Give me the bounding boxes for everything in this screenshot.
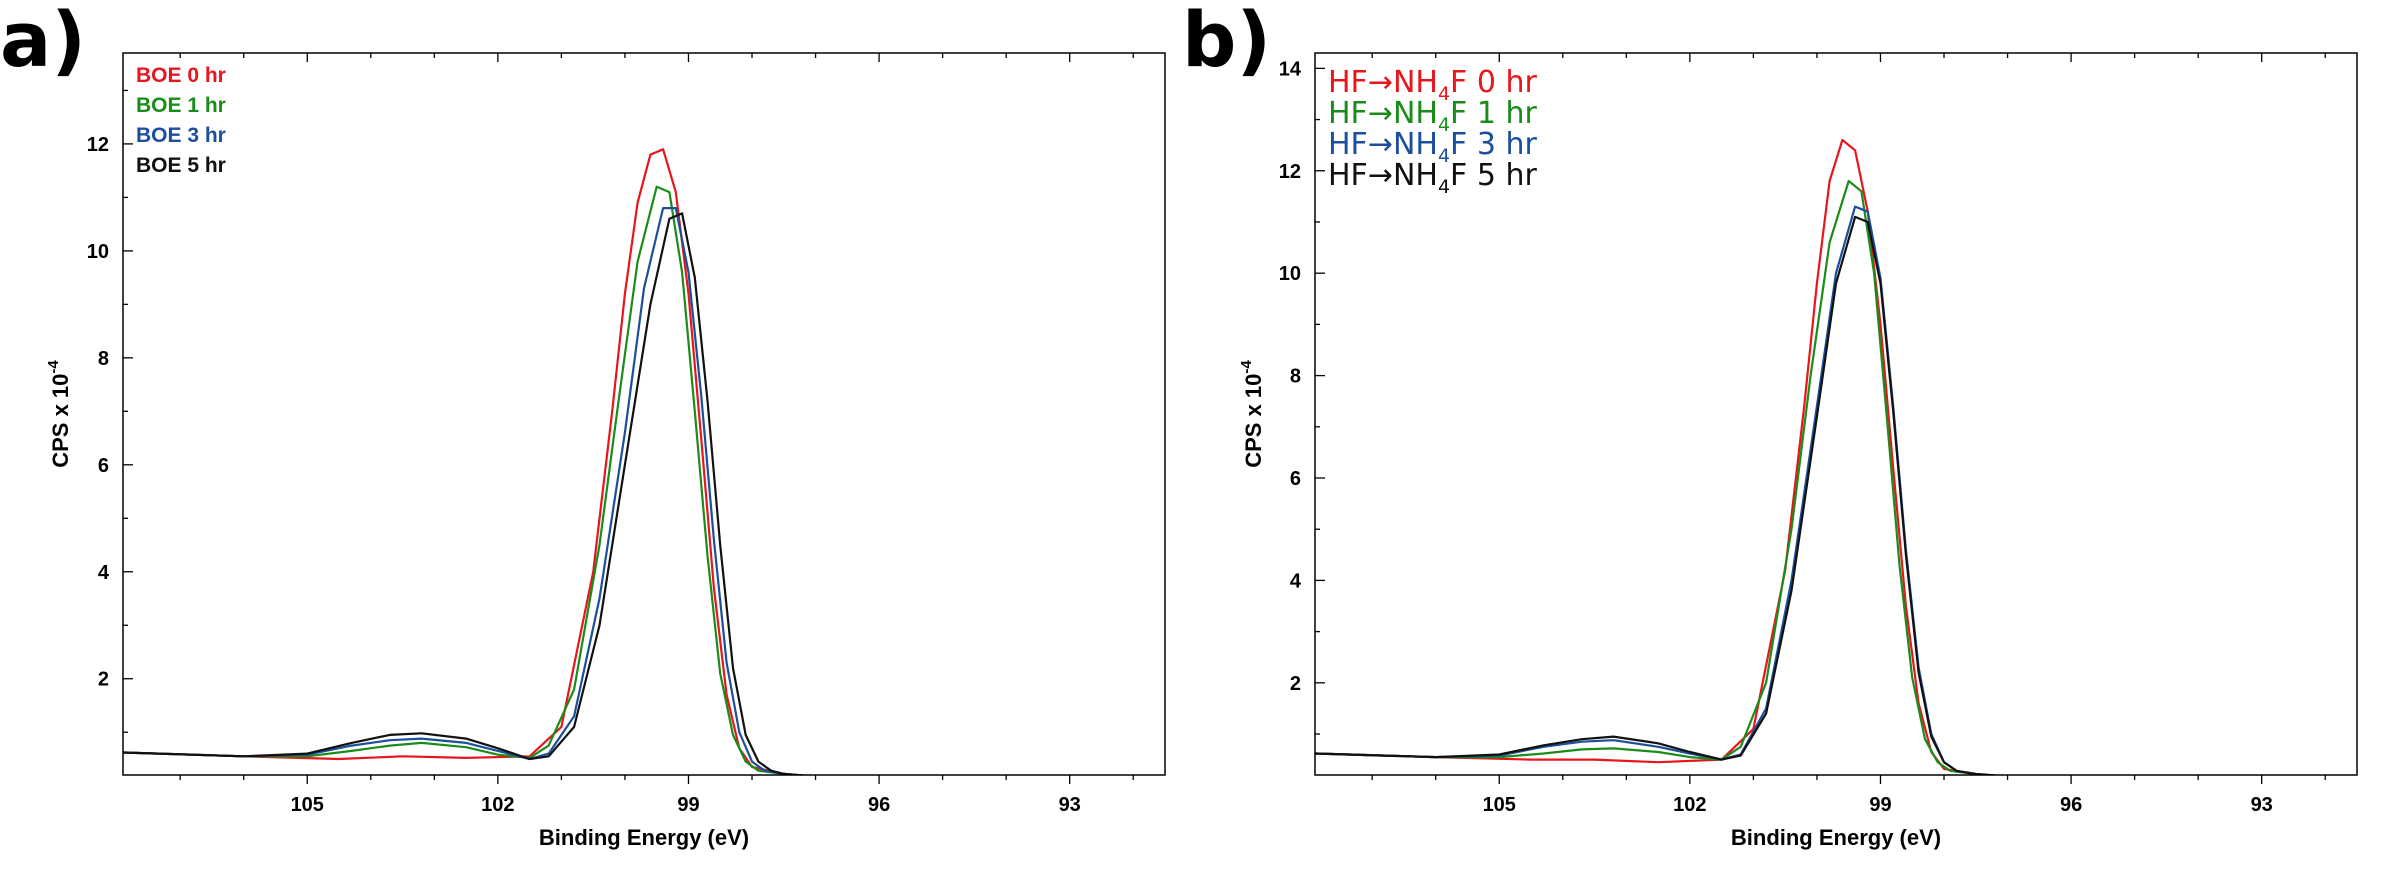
series-line-1 — [1315, 179, 2003, 775]
legend-entry: BOE 0 hr — [136, 64, 226, 87]
legend-entry: BOE 5 hr — [136, 154, 226, 177]
x-tick-label: 99 — [1869, 794, 1891, 816]
y-tick-label: 2 — [98, 669, 109, 691]
plot-frame — [1314, 52, 2358, 776]
y-tick-label: 4 — [98, 562, 110, 584]
y-axis-title-exponent: -4 — [1238, 360, 1255, 374]
y-tick-label: 4 — [1290, 570, 1302, 592]
x-tick-label: 96 — [2060, 794, 2082, 816]
panel-label: b) — [1182, 0, 1271, 84]
y-axis-title-exponent: -4 — [45, 360, 62, 374]
y-tick-label: 10 — [87, 241, 109, 263]
y-tick-label: 14 — [1279, 58, 1302, 80]
legend-entry-text: F 3 hr — [1450, 127, 1537, 162]
y-axis-title: CPS x 10-4 — [1238, 360, 1266, 468]
x-tick-label: 99 — [677, 794, 699, 816]
legend-entry-subscript: 4 — [1438, 145, 1450, 167]
panel-label: a) — [0, 0, 86, 84]
legend-entry-text: BOE 0 hr — [136, 64, 226, 87]
legend-entry-text: BOE 3 hr — [136, 124, 226, 147]
series-line-1 — [123, 185, 810, 775]
y-tick-label: 6 — [1290, 468, 1301, 490]
series-line-3 — [1315, 215, 2003, 775]
legend-entry-text: BOE 1 hr — [136, 94, 226, 117]
x-axis-title: Binding Energy (eV) — [1731, 825, 1941, 850]
series-line-2 — [123, 207, 810, 775]
legend-entry-text: F 5 hr — [1450, 158, 1537, 193]
legend-entry: HF→NH4F 5 hr — [1328, 158, 1537, 198]
y-tick-label: 8 — [98, 348, 109, 370]
legend-entry-text: HF→NH — [1328, 127, 1438, 162]
legend-entry: HF→NH4F 3 hr — [1328, 127, 1537, 167]
series-line-3 — [123, 212, 810, 775]
series-line-0 — [1315, 138, 1999, 775]
legend-entry-subscript: 4 — [1438, 176, 1450, 198]
series-group — [123, 148, 810, 775]
legend-entry-subscript: 4 — [1438, 83, 1450, 105]
y-tick-label: 8 — [1290, 366, 1301, 388]
legend-entry-text: BOE 5 hr — [136, 154, 226, 177]
x-tick-label: 96 — [868, 794, 890, 816]
legend-entry-subscript: 4 — [1438, 114, 1450, 136]
legend-entry-text: HF→NH — [1328, 96, 1438, 131]
y-axis-title-text: CPS x 10 — [1241, 374, 1266, 468]
y-tick-label: 12 — [1279, 161, 1301, 183]
legend-entry-text: HF→NH — [1328, 65, 1438, 100]
x-axis-title: Binding Energy (eV) — [539, 825, 749, 850]
legend-entry: BOE 3 hr — [136, 124, 226, 147]
y-tick-label: 12 — [87, 134, 109, 156]
y-tick-label: 6 — [98, 455, 109, 477]
series-group — [1315, 138, 2003, 775]
y-tick-label: 2 — [1290, 673, 1301, 695]
chart-panel-b: b) 105 102 99 96 93 2 4 6 8 10 12 14 Binding Energy (… — [1182, 0, 2358, 850]
legend-entry-text: F 0 hr — [1450, 65, 1537, 100]
legend-entry-text: F 1 hr — [1450, 96, 1537, 131]
legend-entry: HF→NH4F 0 hr — [1328, 65, 1537, 105]
series-line-0 — [123, 148, 810, 775]
x-tick-label: 105 — [1483, 794, 1516, 816]
legend-entry-text: HF→NH — [1328, 158, 1438, 193]
y-axis-title: CPS x 10-4 — [45, 360, 73, 468]
x-tick-label: 102 — [481, 794, 514, 816]
x-tick-label: 93 — [2251, 794, 2273, 816]
y-axis-title-text: CPS x 10 — [48, 374, 73, 468]
x-tick-label: 93 — [1059, 794, 1081, 816]
plot-frame — [122, 52, 1166, 776]
legend-entry: HF→NH4F 1 hr — [1328, 96, 1537, 136]
series-line-2 — [1315, 205, 2003, 775]
legend-entry: BOE 1 hr — [136, 94, 226, 117]
x-tick-label: 102 — [1673, 794, 1706, 816]
x-tick-label: 105 — [291, 794, 324, 816]
chart-panel-a: a) 105 102 99 96 93 2 4 6 8 10 12 Binding Energy (eV… — [0, 0, 1166, 850]
y-tick-label: 10 — [1279, 263, 1301, 285]
